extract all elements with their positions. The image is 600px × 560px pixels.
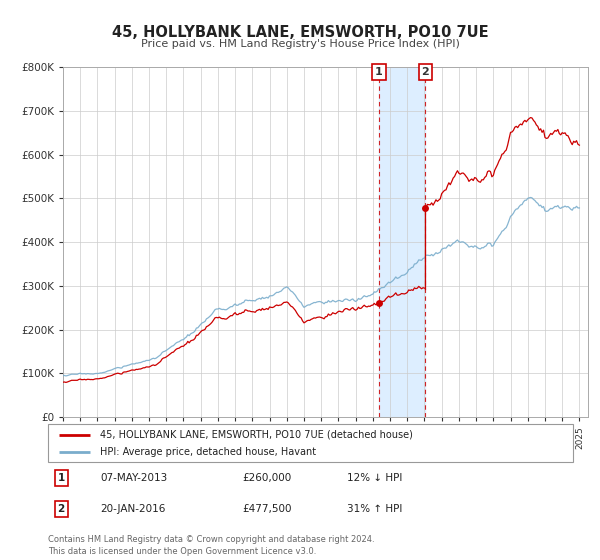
Text: 2: 2 (421, 67, 429, 77)
Text: 1: 1 (375, 67, 383, 77)
Text: 45, HOLLYBANK LANE, EMSWORTH, PO10 7UE (detached house): 45, HOLLYBANK LANE, EMSWORTH, PO10 7UE (… (101, 430, 413, 440)
Text: £260,000: £260,000 (242, 473, 292, 483)
Bar (379, 67, 425, 417)
Text: HPI: Average price, detached house, Havant: HPI: Average price, detached house, Hava… (101, 447, 317, 458)
Text: 07-MAY-2013: 07-MAY-2013 (101, 473, 168, 483)
Text: Price paid vs. HM Land Registry's House Price Index (HPI): Price paid vs. HM Land Registry's House … (140, 39, 460, 49)
Text: Contains HM Land Registry data © Crown copyright and database right 2024.
This d: Contains HM Land Registry data © Crown c… (48, 535, 374, 556)
Text: 1: 1 (58, 473, 65, 483)
Text: 20-JAN-2016: 20-JAN-2016 (101, 503, 166, 514)
Text: 31% ↑ HPI: 31% ↑ HPI (347, 503, 403, 514)
Text: 45, HOLLYBANK LANE, EMSWORTH, PO10 7UE: 45, HOLLYBANK LANE, EMSWORTH, PO10 7UE (112, 25, 488, 40)
Text: 12% ↓ HPI: 12% ↓ HPI (347, 473, 403, 483)
Text: 2: 2 (58, 503, 65, 514)
Text: £477,500: £477,500 (242, 503, 292, 514)
